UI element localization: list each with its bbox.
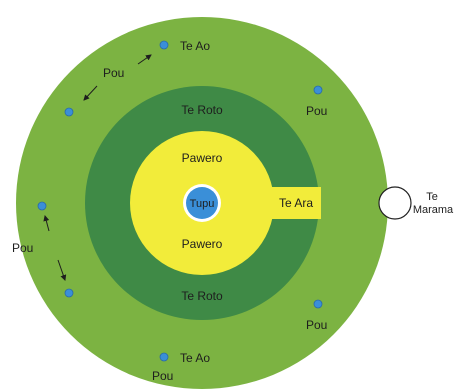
pou-label: Pou <box>152 369 173 383</box>
pou-label: Pou <box>306 318 327 332</box>
te-marama-label-line1: Te <box>426 191 438 203</box>
te-ara-label: Te Ara <box>279 196 313 210</box>
te-roto-upper-label: Te Roto <box>181 103 223 117</box>
pawero-upper-label: Pawero <box>182 151 223 165</box>
tupu-label: Tupu <box>190 198 215 210</box>
te-marama-label-line2: Marama <box>413 204 454 216</box>
pou-dot <box>159 40 169 50</box>
pou-dot <box>313 85 323 95</box>
arrow <box>83 85 98 101</box>
pou-label: Pou <box>306 104 327 118</box>
center-circle <box>186 187 218 219</box>
pou-dot <box>159 352 169 362</box>
pou-dot <box>37 201 47 211</box>
pou-label: Pou <box>12 241 33 255</box>
te-roto-lower-label: Te Roto <box>181 289 223 303</box>
pou-dot <box>64 288 74 298</box>
arrow <box>57 259 67 281</box>
te-ao-top-label: Te Ao <box>180 39 210 53</box>
te-ara-path <box>262 187 321 219</box>
pawero-lower-label: Pawero <box>182 237 223 251</box>
te-ao-bottom-label: Te Ao <box>180 351 210 365</box>
pou-label: Pou <box>103 66 124 80</box>
moon-circle <box>378 186 412 220</box>
arrow <box>43 215 50 232</box>
pou-dot <box>313 299 323 309</box>
pou-dot <box>64 107 74 117</box>
arrow <box>137 54 152 65</box>
